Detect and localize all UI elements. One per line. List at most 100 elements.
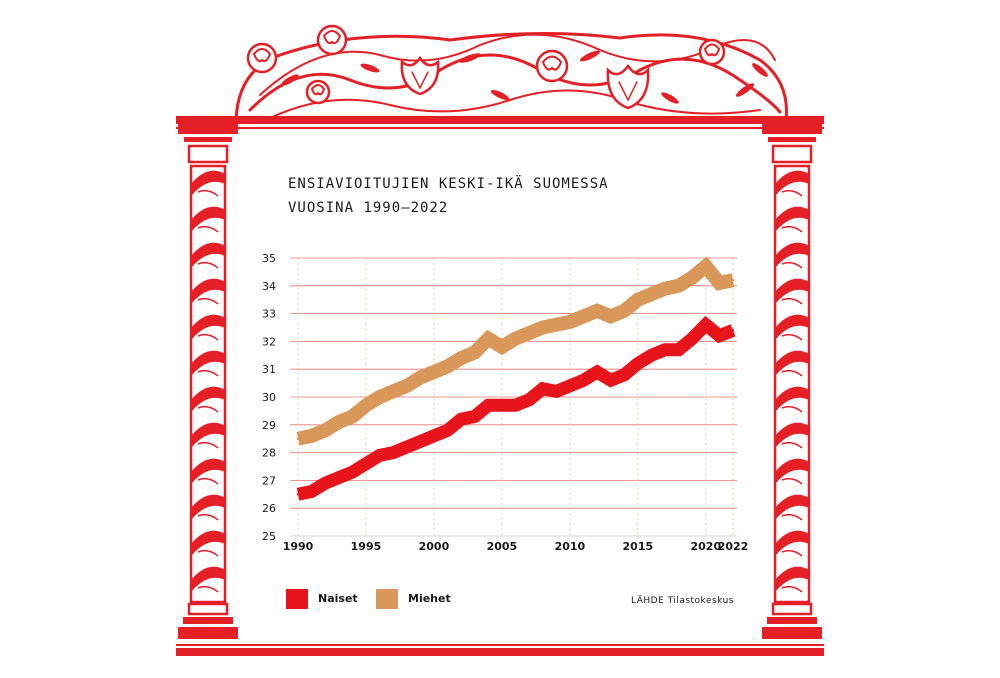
data-point-naiset (432, 434, 436, 438)
data-point-naiset (473, 415, 476, 418)
column-ribbon-line (781, 585, 803, 593)
data-point-miehet (623, 309, 626, 312)
legend-swatch-naiset (286, 589, 308, 609)
column-ribbon (191, 530, 225, 556)
data-point-naiset (378, 454, 381, 457)
data-point-naiset (364, 462, 368, 465)
y-tick-label: 33 (262, 308, 276, 321)
column-ribbon (775, 422, 809, 448)
top-beam (176, 116, 824, 124)
data-point-miehet (691, 276, 694, 279)
data-point-naiset (623, 373, 626, 376)
column-base-top (187, 602, 229, 616)
y-tick-label: 30 (262, 391, 276, 404)
data-point-naiset (595, 370, 599, 374)
x-tick-label: 2015 (623, 540, 654, 553)
floral-ornament (234, 24, 788, 122)
y-tick-label: 27 (262, 474, 276, 487)
data-point-miehet (378, 395, 381, 399)
data-point-miehet (731, 279, 735, 282)
column-capital-ring (768, 137, 816, 142)
column-left (178, 124, 238, 639)
data-point-miehet (364, 404, 368, 407)
data-point-miehet (527, 331, 531, 335)
column-ribbon (191, 422, 225, 448)
bottom-base-line (176, 644, 824, 646)
column-ribbon-line (197, 477, 219, 485)
data-point-naiset (609, 379, 612, 382)
column-base-ring (183, 617, 233, 624)
column-ribbon-line (781, 369, 803, 377)
data-point-naiset (691, 337, 694, 340)
data-point-miehet (419, 376, 422, 379)
column-capital-ring (184, 137, 232, 142)
data-point-miehet (718, 281, 721, 285)
column-ribbon (775, 278, 809, 304)
x-tick-label: 1995 (351, 540, 382, 553)
data-point-naiset (650, 354, 653, 357)
bottom-base (176, 648, 824, 656)
data-point-miehet (677, 284, 680, 287)
column-right (762, 124, 822, 639)
y-tick-label: 28 (262, 447, 276, 460)
x-tick-label: 2022 (718, 540, 749, 553)
data-point-miehet (446, 365, 449, 368)
x-tick-label: 2020 (691, 540, 722, 553)
data-point-naiset (555, 390, 558, 393)
data-point-miehet (392, 390, 395, 393)
data-point-naiset (487, 404, 490, 407)
column-ribbon (191, 494, 225, 520)
column-ribbon (191, 386, 225, 412)
x-tick-label: 1990 (283, 540, 314, 553)
data-point-naiset (677, 348, 680, 351)
plot-area: 25 26 27 28 29 30 31 32 33 34 35 1990 1995 2000 2005 20… (262, 252, 748, 553)
legend-label-naiset: Naiset (318, 592, 358, 605)
column-ribbon (191, 566, 225, 592)
data-point-miehet (568, 320, 572, 324)
data-point-miehet (514, 337, 517, 340)
column-neck (187, 144, 229, 164)
column-neck (771, 144, 813, 164)
flower-7 (698, 38, 726, 66)
column-ribbon-line (197, 441, 219, 449)
data-point-naiset (500, 404, 504, 407)
data-point-miehet (650, 292, 653, 296)
y-tick-label: 25 (262, 530, 276, 543)
data-point-naiset (541, 387, 544, 390)
legend: Naiset Miehet (286, 589, 451, 609)
data-point-miehet (609, 315, 612, 318)
data-point-naiset (704, 323, 707, 326)
column-shaft (189, 164, 227, 604)
data-point-miehet (500, 345, 504, 349)
data-point-naiset (568, 384, 572, 388)
data-point-miehet (704, 265, 707, 268)
column-ribbon (191, 350, 225, 376)
column-ribbon-line (781, 333, 803, 341)
data-point-naiset (405, 445, 408, 449)
x-tick-label: 2000 (419, 540, 450, 553)
column-ribbon (775, 566, 809, 592)
data-point-naiset (459, 418, 463, 421)
data-point-naiset (419, 440, 422, 443)
column-ribbon-line (781, 513, 803, 521)
data-point-miehet (296, 437, 300, 440)
column-ribbon-line (197, 189, 219, 197)
data-point-miehet (459, 356, 463, 360)
y-tick-label: 32 (262, 335, 276, 348)
column-ribbon-line (781, 405, 803, 413)
column-ribbon-line (781, 225, 803, 233)
column-ribbon (775, 458, 809, 484)
column-ribbon (775, 350, 809, 376)
column-ribbon (775, 206, 809, 232)
column-ribbon (775, 314, 809, 340)
data-point-miehet (555, 323, 558, 326)
data-point-miehet (432, 370, 436, 374)
legend-item-naiset: Naiset (286, 589, 358, 609)
data-point-naiset (527, 398, 531, 401)
data-point-miehet (541, 326, 544, 329)
legend-label-miehet: Miehet (408, 592, 451, 605)
data-point-miehet (405, 384, 408, 388)
data-point-naiset (514, 404, 517, 407)
vine-main (248, 53, 782, 114)
data-point-naiset (310, 490, 313, 493)
